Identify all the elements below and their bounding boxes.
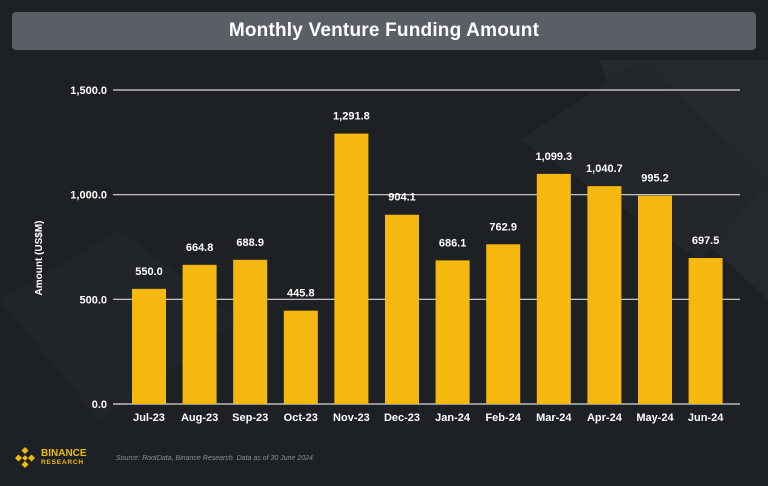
x-tick-label: Aug-23 [181,412,218,424]
bar [435,260,470,404]
source-note: Source: RootData, Binance Research. Data… [116,455,315,462]
data-label: 904.1 [388,192,416,204]
brand-logo: BINANCE RESEARCH [14,447,87,469]
data-label: 688.9 [236,237,264,249]
y-tick-label: 1,500.0 [70,85,107,97]
x-tick-label: May-24 [636,412,674,424]
x-tick-label: Dec-23 [384,412,420,424]
title-bar: Monthly Venture Funding Amount [12,12,756,50]
y-tick-label: 0.0 [92,399,107,411]
data-label: 697.5 [692,235,720,247]
brand-name: BINANCE [41,448,87,460]
bar [233,259,268,404]
x-tick-label: Nov-23 [333,412,370,424]
data-label: 762.9 [489,221,517,233]
bar [132,288,166,404]
bar [638,195,672,404]
bar [283,310,318,404]
y-tick-label: 500.0 [79,294,107,306]
bar [688,257,723,404]
x-tick-label: Mar-24 [536,412,572,424]
x-tick-label: Jun-24 [688,412,724,424]
y-tick-label: 1,000.0 [70,190,107,202]
bar [587,186,622,404]
bar [334,133,369,405]
brand-subtitle: RESEARCH [41,459,84,467]
x-tick-label: Feb-24 [485,412,521,424]
x-tick-label: Jan-24 [435,412,471,424]
chart-title: Monthly Venture Funding Amount [228,20,540,41]
bar [536,173,571,404]
data-label: 1,099.3 [535,151,572,163]
data-label: 550.0 [135,266,163,278]
data-label: 686.1 [439,237,467,249]
data-label: 1,040.7 [586,163,623,175]
x-tick-label: Oct-23 [284,412,318,424]
x-tick-label: Sep-23 [232,412,268,424]
data-label: 664.8 [186,242,214,254]
x-tick-label: Apr-24 [587,412,623,424]
y-axis-label: Amount (US$M) [34,221,45,296]
data-label: 445.8 [287,288,315,300]
binance-diamond-icon [14,447,36,469]
x-tick-label: Jul-23 [133,412,165,424]
data-label: 1,291.8 [333,111,370,123]
data-label: 995.2 [641,173,669,185]
bar [486,244,521,404]
bar [182,264,217,404]
bar [385,214,419,404]
